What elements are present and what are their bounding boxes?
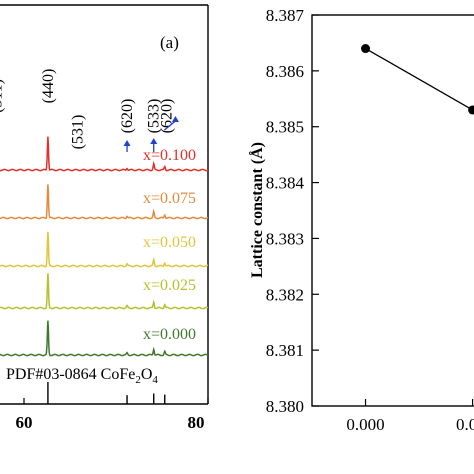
series-label: x=0.075 <box>143 190 196 207</box>
xrd-trace <box>0 184 209 220</box>
xrd-trace <box>0 273 209 310</box>
reference-bars <box>47 382 166 404</box>
series-labels: x=0.100 x=0.075 x=0.050 x=0.025 x=0.000 <box>143 147 196 343</box>
lattice-y-ticks: 8.380 8.381 8.382 8.383 8.384 8.385 8.386 8.387 <box>266 6 319 416</box>
xrd-x-tick-label: 60 <box>16 413 33 432</box>
lattice-x-tick-label: 0.0 <box>456 415 474 434</box>
peak-arrows <box>123 116 179 152</box>
lattice-y-tick-label: 8.386 <box>266 62 304 81</box>
lattice-y-axis-label: Lattice constant (Å) <box>248 142 266 278</box>
reference-label: PDF#03-0864 CoFe2O4 <box>6 366 158 386</box>
lattice-y-tick-label: 8.387 <box>266 6 305 25</box>
xrd-trace <box>0 231 208 268</box>
lattice-y-tick-label: 8.380 <box>266 397 304 416</box>
series-label: x=0.100 <box>143 147 196 164</box>
lattice-y-tick-label: 8.383 <box>266 229 304 248</box>
peak-labels: (511) (440)(531) (620) (533)(620) <box>0 69 176 150</box>
peak-label: (511) <box>0 79 5 113</box>
peak-arrow <box>164 120 176 131</box>
lattice-y-tick-label: 8.381 <box>266 341 304 360</box>
xrd-trace <box>0 136 209 172</box>
lattice-plot-frame <box>311 14 474 407</box>
lattice-line <box>365 47 473 111</box>
series-label: x=0.050 <box>143 234 196 251</box>
lattice-x-tick-label: 0.000 <box>346 415 384 434</box>
xrd-x-tick-label: 80 <box>188 413 205 432</box>
lattice-point <box>468 105 474 115</box>
lattice-series <box>361 44 474 115</box>
series-label: x=0.025 <box>143 277 196 294</box>
xrd-trace <box>0 320 209 357</box>
arrow-head <box>150 138 158 144</box>
series-label: x=0.000 <box>143 326 196 343</box>
peak-label: (620) <box>119 99 136 134</box>
arrow-head <box>171 116 179 122</box>
lattice-point <box>361 44 371 54</box>
lattice-y-tick-label: 8.385 <box>266 118 304 137</box>
xrd-panel: (a) (511) (440)(531) (620) (533)(620) x=0.1… <box>0 4 209 432</box>
xrd-x-ticks: 60 80 <box>16 398 209 432</box>
panel-label: (a) <box>160 33 179 52</box>
peak-label: (531) <box>69 115 86 150</box>
xrd-traces <box>0 136 209 357</box>
lattice-x-ticks: 0.000 0.0 <box>346 399 474 434</box>
lattice-y-tick-label: 8.382 <box>266 285 304 304</box>
peak-label: (440) <box>40 69 57 104</box>
arrow-head <box>123 140 131 146</box>
peak-label: (533) <box>146 99 163 134</box>
lattice-y-tick-label: 8.384 <box>266 174 305 193</box>
lattice-panel: 8.380 8.381 8.382 8.383 8.384 8.385 8.386 8.387… <box>248 6 474 434</box>
